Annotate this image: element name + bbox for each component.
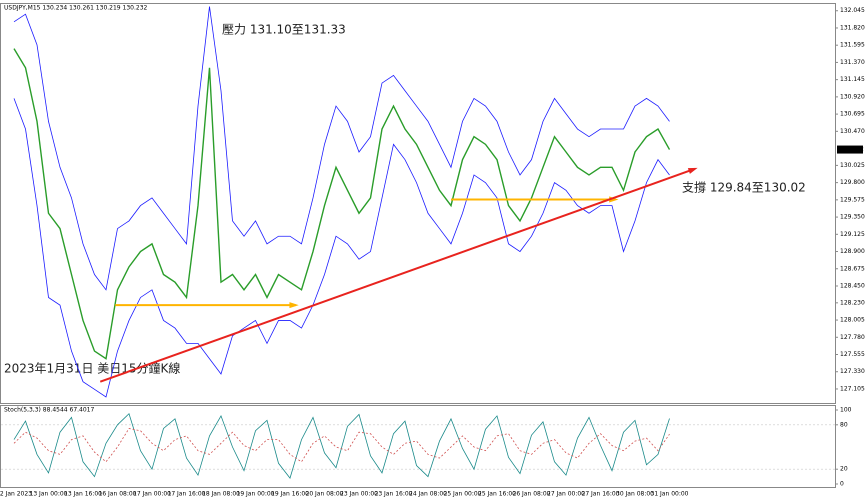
series-line xyxy=(13,6,670,291)
y-tick-label: 100 xyxy=(840,407,852,414)
y-tick-label: 131.595 xyxy=(840,42,865,49)
x-tick-label: 18 Jan 08:00 xyxy=(202,491,240,498)
x-tick-label: 19 Jan 16:00 xyxy=(271,491,309,498)
y-tick-label: 128.005 xyxy=(840,317,865,324)
y-tick-label: 127.330 xyxy=(840,368,865,375)
y-tick-label: 130.920 xyxy=(840,93,865,100)
y-tick-label: 131.145 xyxy=(840,76,865,83)
x-tick-label: 25 Jan 00:00 xyxy=(444,491,482,498)
stoch-header: Stoch(5,3,3) 88.4544 67.4017 xyxy=(4,407,95,414)
y-tick-label: 80 xyxy=(840,421,848,428)
y-tick-label: 130.470 xyxy=(840,128,865,135)
y-tick-label: 0 xyxy=(840,481,844,488)
series-line xyxy=(13,412,670,479)
y-tick-label: 132.045 xyxy=(840,7,865,14)
series-line xyxy=(13,98,670,398)
x-tick-label: 13 Jan 00:00 xyxy=(30,491,68,498)
series-line xyxy=(13,428,670,463)
arrow-head xyxy=(687,167,698,174)
trend-line xyxy=(99,167,696,383)
x-tick-label: 17 Jan 16:00 xyxy=(168,491,206,498)
series-line xyxy=(13,48,671,360)
x-tick-label: 27 Jan 16:00 xyxy=(582,491,620,498)
y-tick-label: 129.575 xyxy=(840,196,865,203)
x-tick-label: 31 Jan 00:00 xyxy=(651,491,689,498)
x-tick-label: 12 Jan 2023 xyxy=(0,491,32,498)
stoch-panel xyxy=(0,405,836,488)
resistance-note: 壓力 131.10至131.33 xyxy=(222,23,346,37)
y-tick-label: 129.800 xyxy=(840,179,865,186)
y-tick-label: 128.450 xyxy=(840,282,865,289)
x-tick-label: 19 Jan 00:00 xyxy=(237,491,275,498)
x-tick-label: 30 Jan 08:00 xyxy=(616,491,654,498)
x-tick-label: 23 Jan 00:00 xyxy=(340,491,378,498)
y-tick-label: 130.025 xyxy=(840,162,865,169)
price-header: USDJPY,M15 130.234 130.261 130.219 130.2… xyxy=(4,5,148,12)
y-tick-label: 129.125 xyxy=(840,231,865,238)
x-tick-label: 24 Jan 08:00 xyxy=(409,491,447,498)
y-tick-label: 127.555 xyxy=(840,351,865,358)
support-note: 支撐 129.84至130.02 xyxy=(682,181,806,195)
current-price-label: 130.232 xyxy=(839,146,864,153)
x-tick-label: 26 Jan 08:00 xyxy=(513,491,551,498)
y-tick-label: 130.695 xyxy=(840,111,865,118)
y-tick-label: 128.230 xyxy=(840,299,865,306)
x-tick-label: 27 Jan 00:00 xyxy=(547,491,585,498)
caption: 2023年1月31日 美日15分鐘K線 xyxy=(4,361,180,376)
x-tick-label: 23 Jan 16:00 xyxy=(375,491,413,498)
x-tick-label: 20 Jan 08:00 xyxy=(306,491,344,498)
x-tick-label: 17 Jan 00:00 xyxy=(133,491,171,498)
y-tick-label: 127.105 xyxy=(840,385,865,392)
current-price-box xyxy=(837,145,863,154)
y-tick-label: 128.900 xyxy=(840,248,865,255)
y-tick-label: 127.780 xyxy=(840,334,865,341)
y-tick-label: 128.675 xyxy=(840,265,865,272)
x-tick-label: 13 Jan 16:00 xyxy=(64,491,102,498)
y-tick-label: 20 xyxy=(840,466,848,473)
y-tick-label: 131.820 xyxy=(840,24,865,31)
arrow-head xyxy=(289,302,299,309)
y-tick-label: 131.370 xyxy=(840,59,865,66)
y-tick-label: 129.350 xyxy=(840,214,865,221)
x-tick-label: 16 Jan 08:00 xyxy=(99,491,137,498)
main-panel xyxy=(0,3,836,404)
x-tick-label: 25 Jan 16:00 xyxy=(478,491,516,498)
